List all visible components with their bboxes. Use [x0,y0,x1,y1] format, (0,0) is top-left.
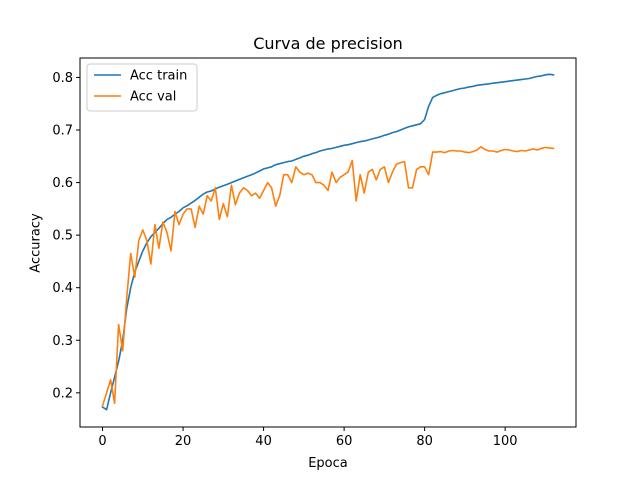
x-tick-label: 0 [98,434,106,449]
y-tick-label: 0.2 [52,386,73,401]
y-tick-label: 0.7 [52,124,73,139]
series-line-acc-val [101,146,555,408]
x-tick-label: 20 [175,434,192,449]
y-tick-label: 0.4 [52,281,73,296]
y-axis-label: Accuracy [29,213,44,273]
y-tick-label: 0.8 [52,71,73,86]
x-tick-label: 100 [493,434,518,449]
x-tick-label: 40 [255,434,272,449]
x-axis-label: Epoca [308,456,348,471]
plot-area: 0 20 40 60 80 100 0.2 0.3 0.4 0.5 0.6 0.7 0.8 Acc tra… [52,57,577,449]
x-tick-label: 60 [336,434,353,449]
y-tick-label: 0.3 [52,334,73,349]
y-tick-label: 0.5 [52,229,73,244]
legend-label: Acc val [130,90,176,105]
axes-frame [79,57,577,428]
legend-label: Acc train [130,69,187,84]
chart-title: Curva de precision [253,34,403,53]
series-line-acc-train [101,73,555,411]
y-tick-label: 0.6 [52,176,73,191]
x-tick-label: 80 [416,434,433,449]
